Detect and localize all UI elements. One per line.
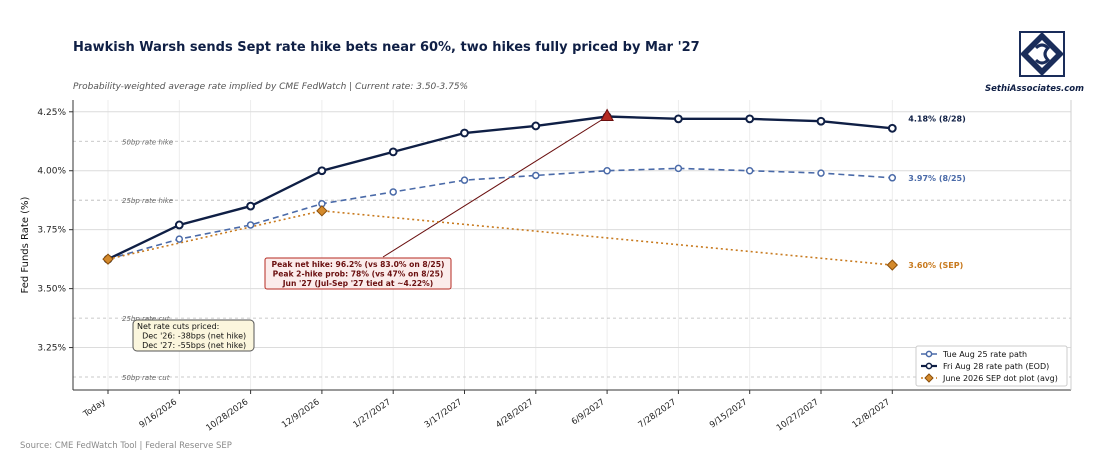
- series-point-0: [389, 188, 397, 196]
- x-tick-label: 9/16/2026: [138, 397, 179, 430]
- y-tick-label: 3.25%: [37, 344, 66, 354]
- series-point-0: [532, 171, 540, 180]
- series-point-1: [674, 114, 683, 124]
- series-point-0: [888, 174, 897, 182]
- x-tick-label: 10/27/2027: [775, 397, 821, 433]
- series-end-label: 3.60% (SEP): [908, 261, 963, 270]
- x-tick-label: 3/17/2027: [423, 397, 464, 430]
- series-point-1: [745, 114, 755, 124]
- peak-annotation-text: Peak 2-hike prob: 78% (vs 47% on 8/25): [273, 270, 444, 279]
- x-tick-label: 1/27/2027: [351, 397, 392, 430]
- x-tick-label: 12/8/2027: [851, 397, 892, 430]
- legend-label: June 2026 SEP dot plot (avg): [942, 374, 1058, 383]
- cuts-annotation-text: Net rate cuts priced:: [137, 322, 219, 331]
- peak-annotation-text: Jun '27 (Jul-Sep '27 tied at ~4.22%): [282, 279, 434, 288]
- series-point-2: [316, 205, 328, 217]
- x-tick-label: 4/28/2027: [494, 397, 535, 430]
- chart-title: Hawkish Warsh sends Sept rate hike bets …: [73, 40, 700, 55]
- brand-logo-icon: [1019, 31, 1065, 77]
- cuts-annotation-box: [132, 319, 255, 352]
- peak-annotation-box: [264, 257, 452, 290]
- peak-annotation-text: Peak net hike: 96.2% (vs 83.0% on 8/25): [272, 260, 445, 269]
- x-tick-label: 12/9/2026: [280, 397, 321, 430]
- series-point-0: [246, 221, 255, 229]
- reference-line-label: 50bp rate hike: [122, 138, 173, 146]
- x-tick-label: 6/9/2027: [570, 397, 607, 427]
- series-point-1: [887, 123, 897, 133]
- series-point-1: [816, 116, 826, 126]
- y-tick-label: 4.25%: [37, 108, 66, 118]
- series-point-1: [174, 220, 184, 230]
- series-line-1: [107, 115, 893, 261]
- x-tick-label: 9/15/2027: [708, 397, 749, 430]
- legend-swatch-marker: [925, 362, 933, 370]
- series-point-0: [745, 166, 754, 175]
- y-axis-label: Fed Funds Rate (%): [20, 196, 31, 293]
- series-line-2: [107, 210, 893, 266]
- series-point-0: [674, 164, 683, 173]
- series-line-0: [107, 167, 893, 260]
- legend-label: Tue Aug 25 rate path: [942, 350, 1027, 359]
- x-tick-label: 7/28/2027: [637, 397, 678, 430]
- series-point-1: [246, 201, 256, 211]
- cuts-annotation-text: Dec '26: -38bps (net hike): [137, 332, 246, 341]
- x-tick-label: 10/28/2026: [204, 397, 250, 433]
- reference-line-label: 25bp rate cut: [122, 315, 170, 323]
- chart-subtitle: Probability-weighted average rate implie…: [73, 82, 469, 92]
- y-tick-label: 4.00%: [37, 167, 66, 177]
- source-note: Source: CME FedWatch Tool | Federal Rese…: [20, 441, 232, 451]
- series-point-2: [886, 259, 899, 271]
- peak-annotation-connector: [382, 116, 608, 258]
- series-point-2: [102, 253, 114, 265]
- series-point-1: [388, 147, 398, 157]
- series-end-label: 3.97% (8/25): [908, 174, 965, 183]
- reference-line-label: 50bp rate cut: [122, 374, 170, 382]
- y-tick-label: 3.75%: [37, 226, 66, 236]
- legend-swatch-marker: [925, 350, 933, 358]
- series-point-0: [817, 169, 825, 177]
- series-point-0: [603, 166, 611, 175]
- legend-swatch-marker: [924, 373, 934, 383]
- legend-box: [915, 345, 1068, 387]
- brand-name: SethiAssociates.com: [985, 84, 1084, 94]
- cuts-annotation-text: Dec '27: -55bps (net hike): [137, 341, 246, 350]
- series-point-0: [460, 176, 469, 184]
- series-point-0: [175, 235, 184, 243]
- series-end-label: 4.18% (8/28): [908, 114, 965, 123]
- series-point-1: [531, 121, 541, 131]
- series-point-1: [460, 128, 469, 138]
- legend-label: Fri Aug 28 rate path (EOD): [943, 362, 1049, 371]
- reference-line-label: 25bp rate hike: [122, 197, 173, 205]
- peak-marker: [600, 108, 614, 122]
- x-tick-label: Today: [81, 397, 108, 420]
- y-tick-label: 3.50%: [37, 285, 66, 295]
- series-point-1: [317, 166, 327, 176]
